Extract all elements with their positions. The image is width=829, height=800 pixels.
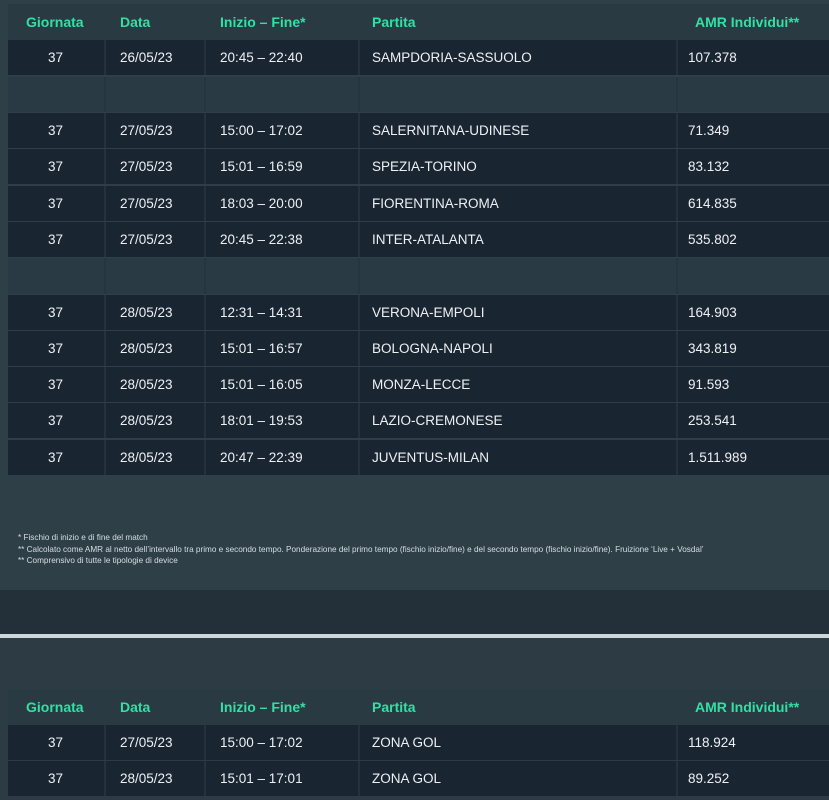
cell-partita: SAMPDORIA-SASSUOLO [372, 50, 532, 65]
cell-giornata: 37 [48, 50, 64, 65]
cell-orario: 20:45 – 22:38 [220, 232, 303, 247]
cell-amr: 71.349 [688, 123, 730, 138]
cell-amr: 614.835 [688, 196, 737, 211]
table-row: 37 26/05/23 20:45 – 22:40 SAMPDORIA-SASS… [8, 40, 829, 75]
cell-amr: 91.593 [688, 377, 730, 392]
header-data: Data [120, 14, 151, 30]
header-amr: AMR Individui** [695, 699, 800, 715]
cell-giornata: 37 [48, 413, 64, 428]
cell-data: 28/05/23 [120, 413, 173, 428]
cell-giornata: 37 [48, 450, 64, 465]
table-row: 37 27/05/23 20:45 – 22:38 INTER-ATALANTA… [8, 222, 829, 257]
cell-giornata: 37 [48, 771, 64, 786]
cell-orario: 15:01 – 16:05 [220, 377, 303, 392]
cell-data: 28/05/23 [120, 450, 173, 465]
cell-amr: 343.819 [688, 341, 737, 356]
cell-giornata: 37 [48, 735, 64, 750]
cell-giornata: 37 [48, 232, 64, 247]
cell-partita: MONZA-LECCE [372, 377, 471, 392]
cell-data: 28/05/23 [120, 771, 173, 786]
cell-data: 27/05/23 [120, 123, 173, 138]
cell-amr: 118.924 [688, 735, 736, 750]
cell-amr: 107.378 [688, 50, 737, 65]
cell-giornata: 37 [48, 123, 64, 138]
table-row: 37 27/05/23 15:00 – 17:02 ZONA GOL 118.9… [8, 725, 829, 760]
cell-orario: 20:47 – 22:39 [220, 450, 303, 465]
cell-partita: INTER-ATALANTA [372, 232, 484, 247]
cell-data: 28/05/23 [120, 305, 173, 320]
cell-amr: 253.541 [688, 413, 737, 428]
cell-amr: 89.252 [688, 771, 730, 786]
spacer-row [8, 258, 829, 294]
cell-orario: 18:01 – 19:53 [220, 413, 303, 428]
cell-orario: 15:01 – 16:59 [220, 159, 303, 174]
cell-partita: ZONA GOL [372, 735, 442, 750]
table-row: 37 28/05/23 18:01 – 19:53 LAZIO-CREMONES… [8, 403, 829, 438]
cell-data: 27/05/23 [120, 196, 173, 211]
cell-giornata: 37 [48, 305, 64, 320]
header-data: Data [120, 699, 151, 715]
table-row: 37 28/05/23 15:01 – 16:57 BOLOGNA-NAPOLI… [8, 331, 829, 366]
dark-band [0, 590, 829, 634]
top-table-header: Giornata Data Inizio – Fine* Partita AMR… [8, 4, 829, 40]
cell-partita: SALERNITANA-UDINESE [372, 123, 530, 138]
cell-orario: 15:01 – 17:01 [220, 771, 303, 786]
section-divider [0, 634, 829, 638]
bottom-table-header: Giornata Data Inizio – Fine* Partita AMR… [8, 689, 829, 725]
cell-partita: FIORENTINA-ROMA [372, 196, 499, 211]
footnote-1: * Fischio di inizio e di fine del match [18, 533, 148, 542]
cell-orario: 18:03 – 20:00 [220, 196, 303, 211]
cell-partita: JUVENTUS-MILAN [372, 450, 490, 465]
cell-giornata: 37 [48, 341, 64, 356]
cell-orario: 20:45 – 22:40 [220, 50, 303, 65]
cell-partita: BOLOGNA-NAPOLI [372, 341, 493, 356]
cell-partita: LAZIO-CREMONESE [372, 413, 503, 428]
table-row: 37 28/05/23 20:47 – 22:39 JUVENTUS-MILAN… [8, 440, 829, 475]
cell-giornata: 37 [48, 159, 64, 174]
cell-giornata: 37 [48, 377, 64, 392]
table-row: 37 27/05/23 18:03 – 20:00 FIORENTINA-ROM… [8, 186, 829, 221]
footnote-2: ** Calcolato come AMR al netto dell’inte… [18, 544, 704, 554]
cell-orario: 15:00 – 17:02 [220, 735, 303, 750]
cell-data: 28/05/23 [120, 377, 173, 392]
cell-orario: 15:01 – 16:57 [220, 341, 303, 356]
header-orario: Inizio – Fine* [220, 699, 306, 715]
footnotes: * Fischio di inizio e di fine del match … [18, 532, 818, 567]
cell-data: 28/05/23 [120, 341, 173, 356]
header-orario: Inizio – Fine* [220, 14, 306, 30]
header-partita: Partita [372, 699, 416, 715]
cell-data: 27/05/23 [120, 232, 173, 247]
cell-orario: 15:00 – 17:02 [220, 123, 303, 138]
table-row: 37 28/05/23 12:31 – 14:31 VERONA-EMPOLI … [8, 295, 829, 330]
header-amr: AMR Individui** [695, 14, 800, 30]
table-row: 37 27/05/23 15:00 – 17:02 SALERNITANA-UD… [8, 113, 829, 148]
header-giornata: Giornata [26, 14, 84, 30]
table-row: 37 28/05/23 15:01 – 16:05 MONZA-LECCE 91… [8, 367, 829, 402]
cell-amr: 164.903 [688, 305, 737, 320]
cell-data: 26/05/23 [120, 50, 173, 65]
cell-amr: 535.802 [688, 232, 737, 247]
cell-amr: 1.511.989 [688, 450, 748, 465]
footnote-3: ** Comprensivo di tutte le tipologie di … [18, 556, 178, 565]
cell-giornata: 37 [48, 196, 64, 211]
spacer-row [8, 77, 829, 112]
cell-partita: SPEZIA-TORINO [372, 159, 477, 174]
cell-data: 27/05/23 [120, 159, 173, 174]
table-row: 37 28/05/23 15:01 – 17:01 ZONA GOL 89.25… [8, 761, 829, 796]
cell-amr: 83.132 [688, 159, 730, 174]
cell-orario: 12:31 – 14:31 [220, 305, 303, 320]
cell-data: 27/05/23 [120, 735, 173, 750]
header-giornata: Giornata [26, 699, 84, 715]
table-row: 37 27/05/23 15:01 – 16:59 SPEZIA-TORINO … [8, 149, 829, 184]
cell-partita: VERONA-EMPOLI [372, 305, 485, 320]
cell-partita: ZONA GOL [372, 771, 442, 786]
header-partita: Partita [372, 14, 416, 30]
